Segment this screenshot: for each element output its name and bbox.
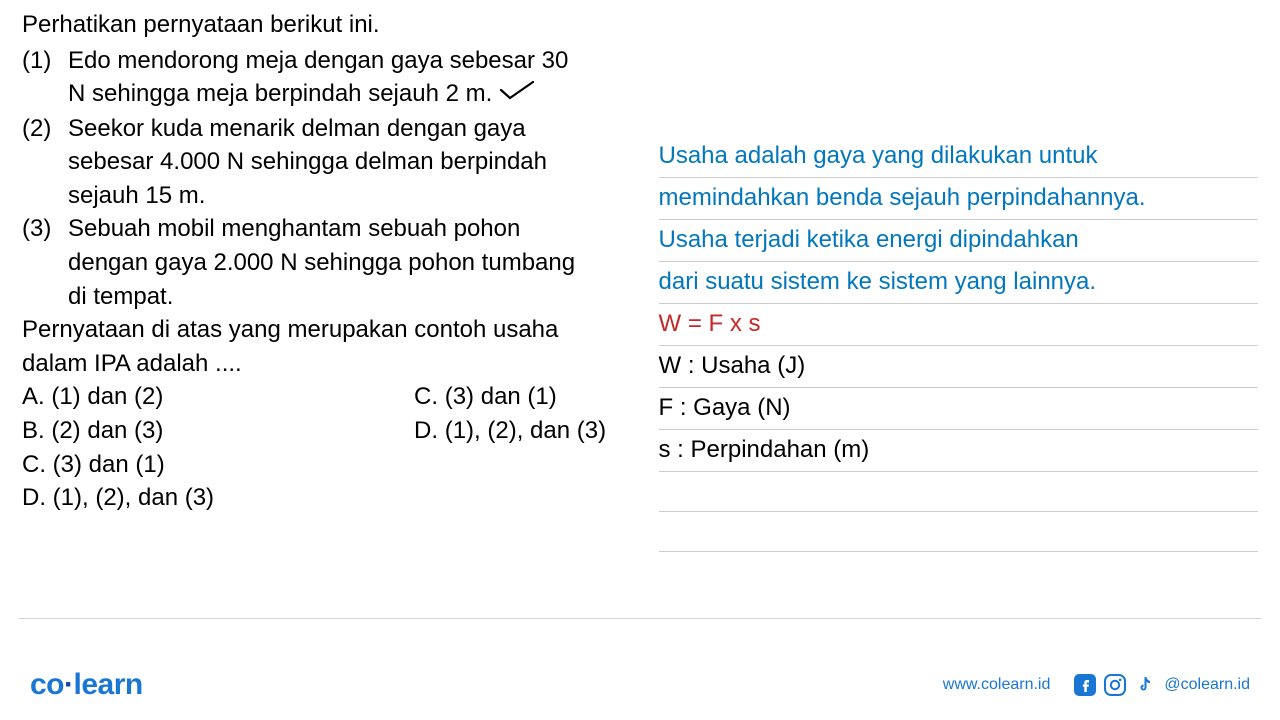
note-line: dari suatu sistem ke sistem yang lainnya… [659,262,1259,304]
option-c: C. (3) dan (1) [22,448,214,482]
note-line: F : Gaya (N) [659,388,1259,430]
statement-line: di tempat. [68,283,173,310]
statement-line: N sehingga meja berpindah sejauh 2 m. [68,80,492,107]
instagram-icon[interactable] [1104,674,1126,696]
note-line: Usaha terjadi ketika energi dipindahkan [659,220,1259,262]
statement-line: sebesar 4.000 N sehingga delman berpinda… [68,148,547,175]
question-panel: Perhatikan pernyataan berikut ini. (1) E… [22,8,627,552]
social-handle[interactable]: @colearn.id [1164,676,1250,694]
option-d: D. (1), (2), dan (3) [22,481,214,515]
option-c-dup: C. (3) dan (1) [414,380,606,414]
note-line [659,512,1259,552]
logo-learn: learn [74,668,143,701]
tiktok-icon[interactable] [1134,674,1156,696]
check-icon [499,78,535,112]
notes-lines: Usaha adalah gaya yang dilakukan untuk m… [659,136,1259,552]
options-left-column: A. (1) dan (2) B. (2) dan (3) C. (3) dan… [22,380,214,514]
option-b: B. (2) dan (3) [22,414,214,448]
options-right-column: C. (3) dan (1) D. (1), (2), dan (3) [414,380,606,514]
note-line: Usaha adalah gaya yang dilakukan untuk [659,136,1259,178]
note-line [659,472,1259,512]
prompt-line: dalam IPA adalah .... [22,350,242,377]
statement-text: Seekor kuda menarik delman dengan gaya s… [68,112,627,213]
brand-logo: co·learn [30,668,143,702]
statement-1: (1) Edo mendorong meja dengan gaya sebes… [22,44,627,112]
social-icons: @colearn.id [1074,674,1250,696]
statement-2: (2) Seekor kuda menarik delman dengan ga… [22,112,627,213]
footer-right: www.colearn.id @colearn.id [943,674,1250,696]
facebook-icon[interactable] [1074,674,1096,696]
logo-co: co [30,668,64,701]
statement-line: sejauh 15 m. [68,182,205,209]
prompt-line: Pernyataan di atas yang merupakan contoh… [22,316,558,343]
statement-text: Sebuah mobil menghantam sebuah pohon den… [68,212,627,313]
statement-num: (1) [22,44,68,112]
statement-text: Edo mendorong meja dengan gaya sebesar 3… [68,44,627,112]
option-a: A. (1) dan (2) [22,380,214,414]
question-intro: Perhatikan pernyataan berikut ini. [22,8,627,42]
footer: co·learn www.colearn.id @colearn.id [30,668,1250,702]
notes-panel: Usaha adalah gaya yang dilakukan untuk m… [659,8,1259,552]
note-line: W : Usaha (J) [659,346,1259,388]
note-line: memindahkan benda sejauh perpindahannya. [659,178,1259,220]
statement-line: dengan gaya 2.000 N sehingga pohon tumba… [68,249,575,276]
statement-num: (3) [22,212,68,313]
note-line: s : Perpindahan (m) [659,430,1259,472]
footer-url[interactable]: www.colearn.id [943,676,1051,694]
option-d-dup: D. (1), (2), dan (3) [414,414,606,448]
horizontal-divider [18,618,1262,619]
statement-line: Seekor kuda menarik delman dengan gaya [68,115,526,142]
options: A. (1) dan (2) B. (2) dan (3) C. (3) dan… [22,380,627,514]
statement-3: (3) Sebuah mobil menghantam sebuah pohon… [22,212,627,313]
statement-line: Sebuah mobil menghantam sebuah pohon [68,215,520,242]
note-line: W = F x s [659,304,1259,346]
statement-list: (1) Edo mendorong meja dengan gaya sebes… [22,44,627,314]
statement-num: (2) [22,112,68,213]
question-prompt: Pernyataan di atas yang merupakan contoh… [22,313,627,380]
logo-dot-icon: · [64,668,74,701]
statement-line: Edo mendorong meja dengan gaya sebesar 3… [68,47,568,74]
